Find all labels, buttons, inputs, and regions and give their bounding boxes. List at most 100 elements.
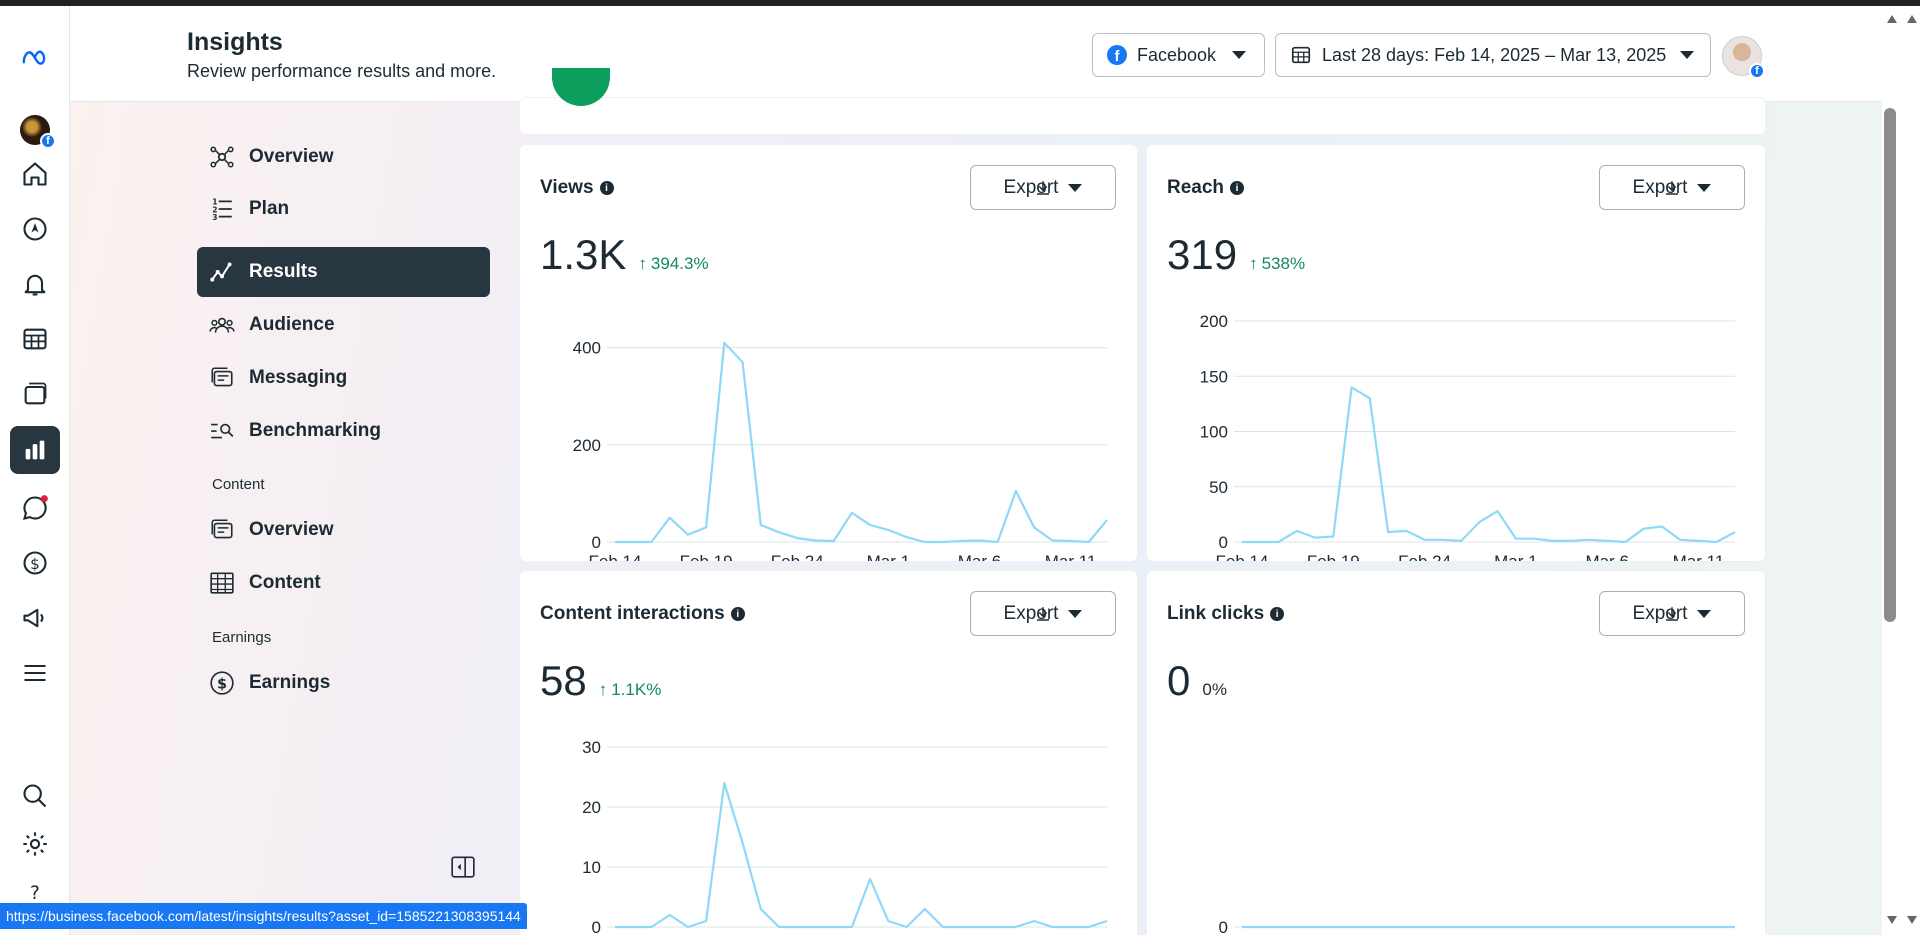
planner-icon[interactable]: [10, 315, 60, 363]
date-range-label: Last 28 days: Feb 14, 2025 – Mar 13, 202…: [1322, 44, 1667, 65]
nav-label: Messaging: [249, 367, 348, 388]
chevron-down-icon: [1697, 183, 1712, 192]
nav-label: Earnings: [249, 672, 331, 693]
help-icon[interactable]: ?: [10, 868, 60, 916]
nav-label: Overview: [249, 146, 334, 167]
x-tick-label: Feb 19: [1307, 552, 1360, 561]
svg-text:$: $: [30, 555, 40, 573]
insights-icon[interactable]: [10, 426, 60, 474]
views-chart: 0 200 400 Feb 14 Feb 19 Feb 24 Mar 1 Mar 6 Mar 1…: [573, 339, 1108, 561]
x-tick-label: Mar 1: [1494, 552, 1537, 561]
meta-logo-icon[interactable]: [10, 34, 60, 82]
settings-icon[interactable]: [10, 820, 60, 868]
page-title: Insights: [187, 28, 283, 56]
info-icon[interactable]: i: [1270, 607, 1285, 621]
nav-label: Plan: [249, 198, 290, 219]
series-line: [615, 341, 1108, 544]
info-icon[interactable]: i: [1230, 181, 1245, 195]
nav-results[interactable]: Results: [197, 247, 490, 297]
platform-dropdown[interactable]: f Facebook: [1092, 33, 1265, 77]
nav-overview[interactable]: Overview: [197, 132, 490, 182]
reach-delta: ↑ 538%: [1249, 254, 1305, 274]
y-tick-label: 200: [1200, 312, 1228, 331]
summary-card-top: [520, 68, 1765, 134]
chevron-down-icon: [1680, 51, 1695, 59]
nav-content[interactable]: Content: [197, 558, 490, 608]
ads-icon[interactable]: [10, 594, 60, 642]
nav-messaging[interactable]: Messaging: [197, 353, 490, 403]
interactions-value: 58: [540, 657, 587, 704]
x-tick-label: Feb 14: [589, 552, 642, 561]
nav-section-content: Content: [212, 476, 265, 493]
link-clicks-value: 0: [1167, 657, 1191, 704]
content-overview-icon: [211, 519, 233, 539]
download-icon: [1666, 606, 1678, 621]
scroll-up-icon[interactable]: [1886, 14, 1898, 24]
scroll-down-icon-outer[interactable]: [1906, 915, 1918, 925]
y-tick-label: 50: [1209, 478, 1228, 497]
left-rail: f $ ?: [0, 6, 70, 935]
page-header: Insights Review performance results and …: [70, 6, 1882, 102]
chevron-down-icon: [1232, 51, 1247, 59]
benchmarking-icon: [211, 423, 234, 439]
link-clicks-title: Link clicks: [1167, 603, 1265, 624]
scroll-thumb[interactable]: [1884, 108, 1896, 622]
monetization-icon[interactable]: $: [10, 539, 60, 587]
interactions-delta-value: 1.1K%: [611, 680, 662, 699]
y-tick-label: 100: [1200, 423, 1228, 442]
page-subtitle: Review performance results and more.: [187, 61, 497, 81]
window-top-edge: [0, 0, 1920, 6]
info-icon[interactable]: i: [599, 181, 614, 195]
download-icon: [1037, 606, 1049, 621]
results-icon: [210, 262, 232, 282]
interactions-card: Content interactions i Export 58 ↑ 1.1K% 0…: [520, 571, 1137, 935]
table-icon: [210, 572, 234, 594]
svg-text:$: $: [217, 676, 227, 692]
link-clicks-value-row: 0 0%: [1167, 657, 1227, 705]
interactions-chart: 0 10 20 30: [582, 738, 1108, 935]
export-button[interactable]: Export: [970, 591, 1116, 636]
user-avatar[interactable]: f: [1722, 36, 1765, 79]
date-range-dropdown[interactable]: Last 28 days: Feb 14, 2025 – Mar 13, 202…: [1275, 33, 1711, 77]
chevron-down-icon: [1068, 609, 1083, 618]
scroll-down-icon[interactable]: [1886, 915, 1898, 925]
notifications-icon[interactable]: [10, 260, 60, 308]
nav-benchmarking[interactable]: Benchmarking: [197, 406, 490, 456]
nav-label: Benchmarking: [249, 420, 381, 441]
explore-icon[interactable]: [10, 205, 60, 253]
export-button[interactable]: Export: [1599, 591, 1745, 636]
y-tick-label: 0: [1219, 918, 1228, 935]
collapse-sidebar-icon[interactable]: [450, 854, 476, 880]
messaging-icon: [211, 367, 233, 387]
views-value-row: 1.3K ↑ 394.3%: [540, 231, 709, 279]
card-title: Link clicks i: [1167, 603, 1285, 625]
x-tick-label: Feb 14: [1216, 552, 1269, 561]
platform-label: Facebook: [1137, 44, 1217, 65]
menu-icon[interactable]: [10, 649, 60, 697]
export-button[interactable]: Export: [1599, 165, 1745, 210]
nav-audience[interactable]: Audience: [197, 300, 490, 350]
chevron-down-icon: [1068, 183, 1083, 192]
interactions-value-row: 58 ↑ 1.1K%: [540, 657, 661, 705]
audience-icon: [209, 317, 235, 333]
info-icon[interactable]: i: [730, 607, 745, 621]
nav-earnings[interactable]: $ Earnings: [197, 658, 490, 708]
content-icon[interactable]: [10, 370, 60, 418]
search-icon[interactable]: [10, 772, 60, 820]
export-label: Export: [1003, 176, 1059, 198]
reach-value: 319: [1167, 231, 1238, 278]
facebook-icon: f: [1107, 45, 1127, 65]
svg-text:?: ?: [30, 883, 40, 904]
scroll-up-icon-outer[interactable]: [1906, 14, 1918, 24]
views-value: 1.3K: [540, 231, 627, 278]
page-avatar[interactable]: f: [10, 106, 60, 154]
export-button[interactable]: Export: [970, 165, 1116, 210]
home-icon[interactable]: [10, 150, 60, 198]
card-title: Views i: [540, 177, 614, 199]
nav-content-overview[interactable]: Overview: [197, 505, 490, 555]
reach-delta-value: 538%: [1261, 254, 1306, 273]
inbox-icon[interactable]: [10, 484, 60, 532]
